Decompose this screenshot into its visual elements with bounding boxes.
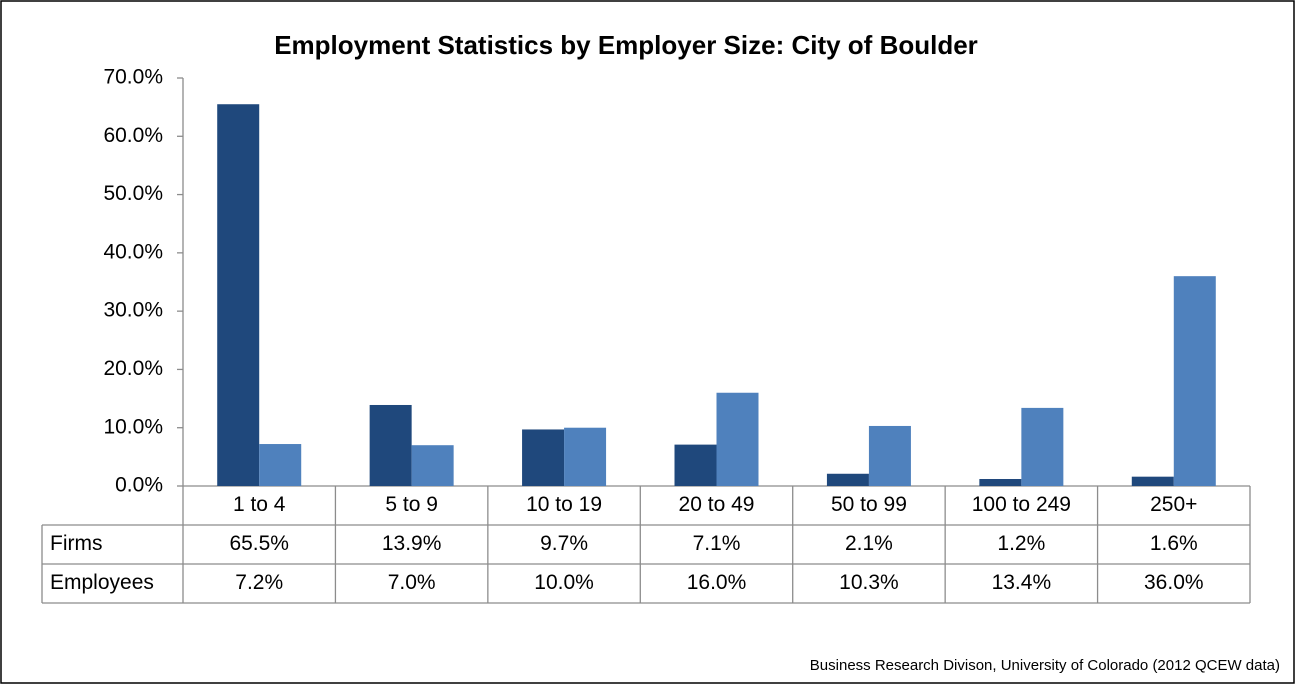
table-cell: 10.0% (534, 571, 594, 594)
table-cell: 7.0% (388, 571, 436, 594)
bar (1021, 407, 1064, 486)
bar (259, 444, 302, 486)
legend-label: Firms (50, 532, 102, 555)
table-cell: 9.7% (540, 532, 588, 555)
y-tick-label: 20.0% (103, 357, 163, 380)
table-cell: 2.1% (845, 532, 893, 555)
bar (674, 444, 717, 486)
chart-title: Employment Statistics by Employer Size: … (274, 30, 978, 60)
table-cell: 36.0% (1144, 571, 1204, 594)
y-tick-label: 50.0% (103, 182, 163, 205)
bar (564, 427, 607, 486)
y-tick-label: 30.0% (103, 299, 163, 322)
bar (411, 445, 454, 486)
x-tick-label: 5 to 9 (385, 493, 438, 516)
bar (868, 425, 911, 486)
y-tick-label: 70.0% (103, 66, 163, 89)
x-tick-label: 250+ (1150, 493, 1197, 516)
table-cell: 7.1% (693, 532, 741, 555)
bar (716, 392, 759, 486)
x-tick-label: 100 to 249 (972, 493, 1071, 516)
y-tick-label: 10.0% (103, 415, 163, 438)
table-cell: 13.9% (382, 532, 442, 555)
table-cell: 1.6% (1150, 532, 1198, 555)
x-tick-label: 1 to 4 (233, 493, 286, 516)
x-tick-label: 50 to 99 (831, 493, 907, 516)
bar (1131, 476, 1174, 486)
y-tick-label: 40.0% (103, 240, 163, 263)
bar (826, 473, 869, 486)
table-cell: 65.5% (229, 532, 289, 555)
legend-label: Employees (50, 571, 154, 594)
x-tick-label: 10 to 19 (526, 493, 602, 516)
x-tick-label: 20 to 49 (679, 493, 755, 516)
table-cell: 16.0% (687, 571, 747, 594)
bar (979, 479, 1022, 486)
bar (522, 429, 565, 486)
bar (217, 104, 260, 486)
table-cell: 10.3% (839, 571, 899, 594)
bar (369, 404, 412, 486)
source-note: Business Research Divison, University of… (810, 657, 1280, 674)
y-tick-label: 60.0% (103, 124, 163, 147)
bar (1173, 276, 1216, 486)
table-cell: 1.2% (997, 532, 1045, 555)
y-tick-label: 0.0% (115, 474, 163, 497)
table-cell: 7.2% (235, 571, 283, 594)
table-cell: 13.4% (992, 571, 1052, 594)
